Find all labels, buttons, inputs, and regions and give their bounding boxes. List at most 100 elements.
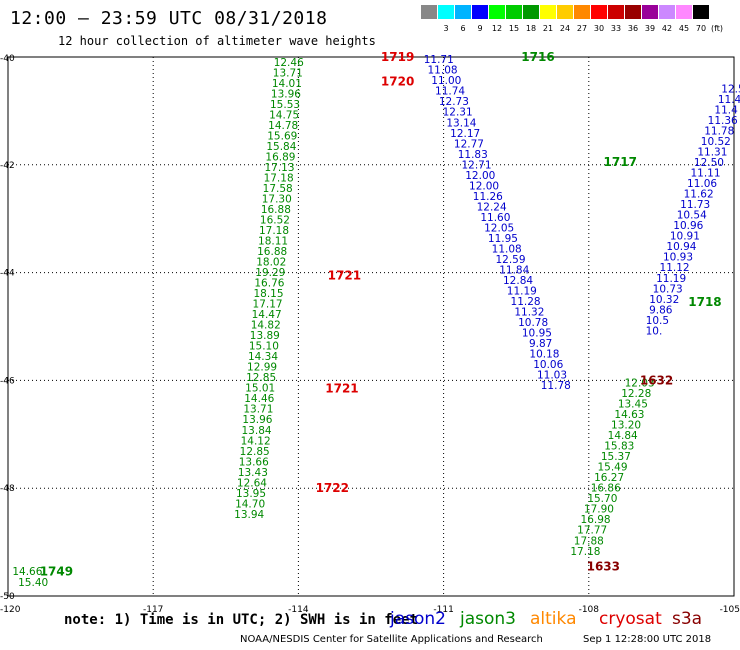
wave-height-value: 12.24	[477, 201, 507, 213]
wave-height-value: 11.06	[687, 178, 717, 190]
wave-height-value: 11.26	[473, 191, 503, 203]
pass-time-label: 1721	[325, 381, 358, 395]
wave-height-value: 10.52	[701, 136, 731, 148]
pass-time-label: 1718	[688, 295, 721, 309]
latitude-tick-label: -42	[0, 161, 15, 171]
wave-height-value: 17.30	[262, 194, 292, 206]
scale-swatch	[642, 5, 658, 19]
wave-height-value: 11.00	[431, 75, 461, 87]
wave-height-value: 17.13	[264, 162, 294, 174]
wave-height-value: 16.88	[257, 246, 287, 258]
wave-height-value: 10.95	[522, 327, 552, 339]
wave-height-value: 15.01	[245, 383, 275, 395]
wave-height-value: 10.	[646, 325, 663, 337]
wave-height-value: 18.15	[253, 288, 283, 300]
wave-height-value: 11.19	[507, 285, 537, 297]
wave-height-value: 11.95	[488, 233, 518, 245]
longitude-tick-label: -105	[720, 605, 740, 615]
scale-swatch	[693, 5, 709, 19]
wave-height-value: 10.18	[529, 348, 559, 360]
scale-unit: (ft)	[711, 24, 724, 33]
wave-height-value: 12.85	[240, 446, 270, 458]
wave-height-value: 17.88	[574, 535, 604, 547]
wave-height-value: 11.08	[428, 65, 458, 77]
wave-height-value: 12.05	[484, 222, 514, 234]
satellite-label-jason3: jason3	[460, 609, 516, 629]
wave-height-value: 11.78	[704, 126, 734, 138]
latitude-tick-label: -50	[0, 592, 15, 602]
scale-label: 21	[542, 24, 554, 33]
wave-height-value: 18.02	[256, 257, 286, 269]
scale-swatch	[472, 5, 488, 19]
wave-height-value: 15.84	[266, 141, 296, 153]
wave-height-value: 14.84	[608, 430, 638, 442]
latitude-tick-label: -40	[0, 54, 15, 64]
wave-height-value: 10.54	[677, 210, 707, 222]
wave-height-value: 12.5	[721, 84, 740, 96]
wave-height-value: 15.53	[270, 99, 300, 111]
scale-swatch	[574, 5, 590, 19]
wave-height-value: 17.17	[253, 299, 283, 311]
wave-height-value: 12.00	[465, 170, 495, 182]
pass-time-label: 1716	[521, 50, 554, 64]
wave-height-value: 17.18	[570, 546, 600, 558]
wave-height-value: 11.36	[708, 115, 738, 127]
wave-height-value: 13.66	[239, 456, 269, 468]
wave-height-value: 12.99	[247, 362, 277, 374]
wave-height-value: 11.32	[514, 306, 544, 318]
scale-swatch	[455, 5, 471, 19]
scale-swatch	[557, 5, 573, 19]
wave-height-value: 12.28	[621, 388, 651, 400]
scale-label: 18	[525, 24, 537, 33]
satellite-label-s3a: s3a	[672, 609, 703, 629]
wave-height-value: 11.11	[690, 168, 720, 180]
wave-height-value: 10.91	[670, 231, 700, 243]
wave-height-value: 16.52	[260, 215, 290, 227]
wave-height-value: 15.69	[267, 130, 297, 142]
pass-time-label: 1722	[316, 481, 349, 495]
wave-height-value: 11.78	[541, 380, 571, 392]
longitude-tick-label: -111	[433, 605, 453, 615]
wave-height-value: 10.96	[673, 220, 703, 232]
wave-height-value: 16.89	[265, 151, 295, 163]
wave-height-value: 13.96	[242, 414, 272, 426]
wave-height-value: 10.06	[533, 359, 563, 371]
scale-label: 70	[695, 24, 707, 33]
wave-height-value: 12.77	[454, 138, 484, 150]
wave-height-value: 12.59	[495, 254, 525, 266]
scale-label: 12	[491, 24, 503, 33]
longitude-tick-label: -114	[288, 605, 309, 615]
wave-height-value: 17.18	[264, 173, 294, 185]
wave-height-value: 13.96	[271, 88, 301, 100]
scale-swatch	[676, 5, 692, 19]
satellite-label-cryosat: cryosat	[599, 609, 662, 629]
latitude-tick-label: -48	[0, 484, 15, 494]
wave-height-value: 12.03	[625, 378, 655, 390]
wave-height-value: 14.82	[251, 320, 281, 332]
wave-height-value: 10.5	[646, 315, 669, 327]
wave-height-value: 12.00	[469, 180, 499, 192]
scale-label: 6	[460, 24, 466, 33]
wave-height-value: 12.84	[503, 275, 533, 287]
wave-height-value: 14.47	[252, 309, 282, 321]
map-title: 12:00 — 23:59 UTC 08/31/2018	[10, 8, 328, 29]
scale-label: 42	[661, 24, 673, 33]
wave-height-value: 11.4	[718, 94, 740, 106]
wave-height-value: 10.93	[663, 252, 693, 264]
scale-label: 24	[559, 24, 571, 33]
wave-height-value: 9.87	[529, 338, 552, 350]
wave-height-value: 11.73	[680, 199, 710, 211]
scale-label: 27	[576, 24, 588, 33]
wave-height-value: 17.58	[263, 183, 293, 195]
wave-height-value: 13.45	[618, 399, 648, 411]
wave-height-value: 12.73	[439, 96, 469, 108]
wave-height-value: 15.10	[249, 341, 279, 353]
wave-height-value: 12.85	[246, 372, 276, 384]
scale-swatch	[625, 5, 641, 19]
pass-time-label: 1632	[640, 373, 673, 387]
wave-height-value: 16.27	[594, 472, 624, 484]
scale-swatch	[540, 5, 556, 19]
wave-height-value: 12.31	[443, 107, 473, 119]
wave-height-value: 11.03	[537, 370, 567, 382]
